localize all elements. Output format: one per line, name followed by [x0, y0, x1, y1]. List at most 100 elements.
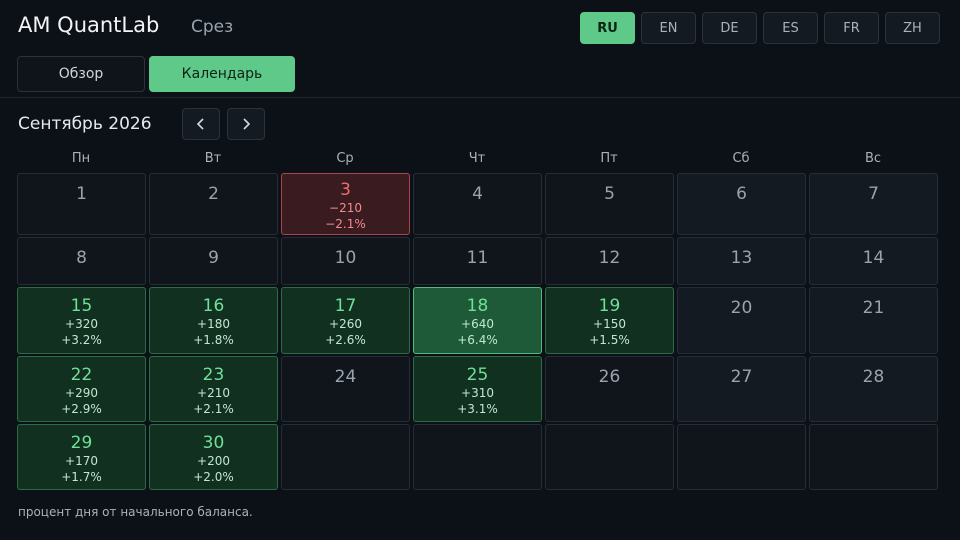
calendar-day-28[interactable]: 28	[809, 356, 938, 422]
day-number: 26	[598, 367, 621, 387]
prev-month-button[interactable]	[182, 108, 220, 140]
day-number: 12	[598, 248, 621, 268]
day-percent: +2.1%	[193, 402, 234, 416]
app-title: AM QuantLab	[18, 13, 160, 37]
day-percent: +3.2%	[61, 333, 102, 347]
calendar-cell-empty	[809, 424, 938, 490]
calendar-day-10[interactable]: 10	[281, 237, 410, 285]
day-number: 27	[730, 367, 753, 387]
day-pnl: +320	[65, 317, 98, 331]
calendar-cell-empty	[281, 424, 410, 490]
calendar-day-23[interactable]: 23 +210 +2.1%	[149, 356, 278, 422]
day-number: 9	[208, 248, 219, 268]
weekday-label: Ср	[336, 151, 354, 166]
day-percent: +1.8%	[193, 333, 234, 347]
day-number: 21	[862, 298, 885, 318]
weekday-label: Чт	[468, 151, 486, 166]
chevron-left-icon	[196, 118, 204, 130]
calendar-day-6[interactable]: 6	[677, 173, 806, 235]
day-pnl: +180	[197, 317, 230, 331]
lang-button-fr[interactable]: FR	[824, 12, 879, 44]
lang-button-zh[interactable]: ZH	[885, 12, 940, 44]
calendar-day-30[interactable]: 30 +200 +2.0%	[149, 424, 278, 490]
calendar-day-14[interactable]: 14	[809, 237, 938, 285]
section-label: Срез	[191, 17, 234, 37]
calendar-cell-empty	[545, 424, 674, 490]
calendar-day-18[interactable]: 18 +640 +6.4%	[413, 287, 542, 354]
day-number: 30	[202, 433, 225, 453]
weekday-label: Вс	[864, 151, 882, 166]
calendar-day-8[interactable]: 8	[17, 237, 146, 285]
day-number: 29	[70, 433, 93, 453]
day-pnl: +170	[65, 454, 98, 468]
tab-calendar[interactable]: Календарь	[149, 56, 295, 92]
day-number: 22	[70, 365, 93, 385]
view-tabs: Обзор Календарь	[17, 56, 295, 92]
calendar-day-20[interactable]: 20	[677, 287, 806, 354]
day-pnl: +290	[65, 386, 98, 400]
day-pnl: +260	[329, 317, 362, 331]
calendar-day-26[interactable]: 26	[545, 356, 674, 422]
day-number: 18	[466, 296, 489, 316]
day-percent: +2.0%	[193, 470, 234, 484]
day-percent: +6.4%	[457, 333, 498, 347]
day-pnl: +200	[197, 454, 230, 468]
day-number: 25	[466, 365, 489, 385]
day-percent: +2.6%	[325, 333, 366, 347]
day-number: 8	[76, 248, 87, 268]
language-switcher: RU EN DE ES FR ZH	[580, 12, 940, 44]
day-pnl: −210	[329, 201, 362, 215]
footnote: процент дня от начального баланса.	[18, 505, 253, 519]
lang-button-es[interactable]: ES	[763, 12, 818, 44]
day-number: 7	[868, 184, 879, 204]
calendar-day-16[interactable]: 16 +180 +1.8%	[149, 287, 278, 354]
calendar-day-2[interactable]: 2	[149, 173, 278, 235]
calendar-day-5[interactable]: 5	[545, 173, 674, 235]
calendar-day-9[interactable]: 9	[149, 237, 278, 285]
lang-button-de[interactable]: DE	[702, 12, 757, 44]
day-pnl: +210	[197, 386, 230, 400]
next-month-button[interactable]	[227, 108, 265, 140]
calendar-day-3[interactable]: 3 −210 −2.1%	[281, 173, 410, 235]
calendar-day-29[interactable]: 29 +170 +1.7%	[17, 424, 146, 490]
calendar-day-17[interactable]: 17 +260 +2.6%	[281, 287, 410, 354]
app-header: AM QuantLab Срез RU EN DE ES FR ZH	[0, 0, 960, 56]
month-title: Сентябрь 2026	[18, 114, 152, 134]
day-number: 17	[334, 296, 357, 316]
day-pnl: +150	[593, 317, 626, 331]
day-number: 28	[862, 367, 885, 387]
calendar-day-19[interactable]: 19 +150 +1.5%	[545, 287, 674, 354]
day-number: 19	[598, 296, 621, 316]
day-number: 23	[202, 365, 225, 385]
lang-button-en[interactable]: EN	[641, 12, 696, 44]
calendar-day-7[interactable]: 7	[809, 173, 938, 235]
calendar-day-24[interactable]: 24	[281, 356, 410, 422]
calendar-day-12[interactable]: 12	[545, 237, 674, 285]
weekday-label: Сб	[732, 151, 750, 166]
calendar-day-4[interactable]: 4	[413, 173, 542, 235]
calendar-day-22[interactable]: 22 +290 +2.9%	[17, 356, 146, 422]
calendar-day-25[interactable]: 25 +310 +3.1%	[413, 356, 542, 422]
weekday-label: Пт	[600, 151, 618, 166]
day-number: 4	[472, 184, 483, 204]
day-number: 5	[604, 184, 615, 204]
calendar-day-27[interactable]: 27	[677, 356, 806, 422]
calendar-day-1[interactable]: 1	[17, 173, 146, 235]
day-number: 6	[736, 184, 747, 204]
tab-overview[interactable]: Обзор	[17, 56, 145, 92]
day-number: 16	[202, 296, 225, 316]
chevron-right-icon	[243, 118, 251, 130]
day-number: 3	[340, 180, 351, 200]
day-percent: +2.9%	[61, 402, 102, 416]
calendar-day-15[interactable]: 15 +320 +3.2%	[17, 287, 146, 354]
calendar-day-21[interactable]: 21	[809, 287, 938, 354]
day-number: 11	[466, 248, 489, 268]
day-number: 13	[730, 248, 753, 268]
calendar-day-11[interactable]: 11	[413, 237, 542, 285]
day-percent: +1.7%	[61, 470, 102, 484]
lang-button-ru[interactable]: RU	[580, 12, 635, 44]
day-pnl: +310	[461, 386, 494, 400]
calendar-day-13[interactable]: 13	[677, 237, 806, 285]
header-divider	[0, 97, 960, 98]
calendar-cell-empty	[677, 424, 806, 490]
